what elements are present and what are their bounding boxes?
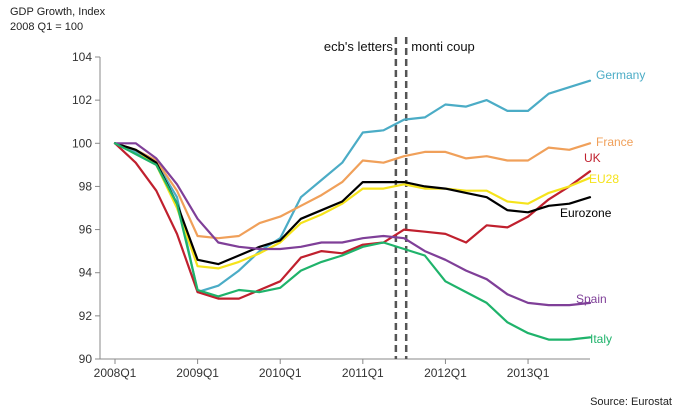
series-line-spain (113, 142, 592, 307)
series-line-eu28 (113, 142, 592, 270)
series-line-eurozone (113, 142, 592, 266)
legend-label-france: France (596, 135, 634, 149)
x-tick-label: 2011Q1 (342, 366, 384, 380)
y-tick-label: 90 (79, 352, 93, 366)
series-line-uk (113, 142, 592, 300)
y-tick-label: 100 (72, 136, 92, 150)
y-tick-label: 96 (79, 223, 93, 237)
legend-label-eurozone: Eurozone (560, 206, 612, 220)
y-tick-label: 104 (72, 50, 92, 64)
chart-title: GDP Growth, Index (10, 6, 106, 18)
x-tick-label: 2009Q1 (176, 366, 219, 380)
x-tick-label: 2008Q1 (94, 366, 137, 380)
legend-label-spain: Spain (576, 292, 607, 306)
x-tick-label: 2010Q1 (259, 366, 302, 380)
legend-label-italy: Italy (590, 332, 612, 346)
y-tick-label: 102 (72, 93, 92, 107)
series-line-italy (113, 142, 592, 341)
x-tick-label: 2013Q1 (507, 366, 550, 380)
source-note: Source: Eurostat (590, 396, 672, 408)
chart-subtitle: 2008 Q1 = 100 (10, 21, 84, 33)
y-tick-label: 94 (79, 266, 93, 280)
y-tick-label: 92 (79, 309, 93, 323)
legend-label-eu28: EU28 (589, 172, 619, 186)
annotation-label: ecb's letters (324, 39, 393, 54)
legend-label-germany: Germany (596, 68, 645, 82)
x-tick-label: 2012Q1 (424, 366, 467, 380)
legend-label-uk: UK (584, 151, 601, 165)
annotation-label: monti coup (411, 39, 475, 54)
series-line-france (113, 142, 592, 240)
y-tick-label: 98 (79, 179, 93, 193)
